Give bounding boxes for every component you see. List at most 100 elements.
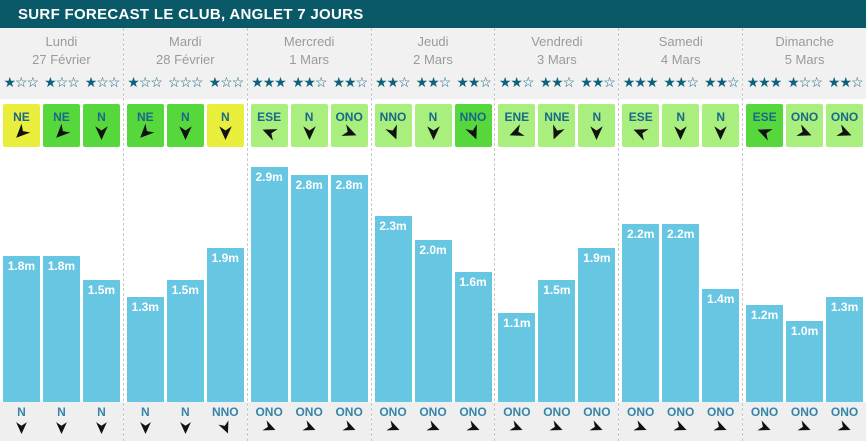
wave-height-bar: 1.4m (702, 289, 740, 402)
day-column-jeudi: Jeudi 2 Mars ★★☆ ★★☆ ★★☆ NNO N NNO 2.3m 2.0m 1.6m O… (370, 28, 495, 441)
wave-height-value: 1.8m (47, 259, 76, 273)
wave-height-bar: 1.8m (2, 256, 40, 402)
swell-cell: ONO (826, 405, 863, 441)
wind-cell: N (414, 104, 452, 147)
day-column-vendredi: Vendredi 3 Mars ★★☆ ★★☆ ★★☆ ENE NNE N 1.1m 1.5m 1.… (494, 28, 619, 441)
star-rating-row: ★★☆ ★★☆ ★★☆ (495, 72, 619, 99)
star-rating: ★★☆ (332, 74, 368, 90)
swell-direction-arrow-icon (756, 419, 773, 436)
wind-direction-arrow-icon (713, 125, 728, 141)
swell-direction-label: N (180, 405, 190, 419)
swell-cell: ONO (251, 405, 288, 441)
wind-direction-arrow-icon (51, 122, 72, 143)
star-rating: ★★☆ (415, 74, 452, 90)
day-header: Mardi 28 Février (123, 28, 247, 72)
wind-cell: NE (2, 104, 40, 147)
wind-direction-arrow-icon (631, 123, 651, 143)
swell-cell: N (3, 405, 40, 441)
wave-height-chart: 2.3m 2.0m 1.6m (372, 155, 495, 402)
wind-direction-label: ONO (830, 109, 859, 124)
swell-direction-arrow-icon (548, 419, 565, 436)
wave-height-value: 2.8m (335, 178, 363, 192)
swell-direction-arrow-icon (139, 421, 152, 434)
swell-direction-label: ONO (503, 405, 531, 419)
wind-cell: N (166, 104, 204, 147)
wave-height-bar: 1.1m (498, 313, 536, 402)
star-rating: ★☆☆ (3, 74, 39, 90)
wind-cell: ESE (250, 104, 288, 147)
wave-height-value: 1.5m (171, 283, 199, 297)
wave-height-value: 1.2m (750, 308, 779, 322)
swell-direction-arrow-icon (425, 419, 442, 436)
day-header: Jeudi 2 Mars (371, 28, 495, 72)
swell-direction-label: ONO (543, 405, 571, 419)
star-rating-row: ★★☆ ★★☆ ★★☆ (371, 72, 495, 99)
wave-height-value: 1.5m (87, 283, 116, 297)
swell-direction-label: N (17, 405, 26, 419)
wind-direction-label: ESE (257, 109, 282, 124)
wave-height-bar: 1.5m (538, 280, 576, 402)
swell-direction-row: ONO ONO ONO (371, 402, 495, 441)
wave-height-value: 1.8m (7, 259, 36, 273)
day-date: 2 Mars (413, 51, 453, 67)
wave-height-value: 1.5m (543, 283, 571, 297)
wind-row: ESE N N (619, 99, 743, 155)
swell-direction-label: NNO (211, 405, 239, 419)
forecast-days: Lundi 27 Février ★☆☆ ★☆☆ ★☆☆ NE NE N 1.8m 1.8m 1.5… (0, 28, 866, 441)
wave-height-bar: 1.3m (126, 297, 164, 402)
wind-direction-arrow-icon (463, 123, 483, 143)
wave-height-value: 2.2m (667, 227, 695, 241)
wave-height-value: 2.0m (419, 243, 447, 257)
swell-cell: ONO (331, 405, 368, 441)
wind-row: NE NE N (0, 99, 123, 155)
swell-direction-arrow-icon (632, 419, 649, 436)
star-rating-row: ★★★ ★★☆ ★★☆ (247, 72, 371, 99)
star-rating: ★★☆ (539, 74, 576, 90)
wave-height-value: 1.0m (790, 324, 819, 338)
swell-direction-arrow-icon (217, 419, 234, 436)
day-column-mercredi: Mercredi 1 Mars ★★★ ★★☆ ★★☆ ESE N ONO 2.9m 2.8m 2.… (246, 28, 371, 441)
wind-direction-arrow-icon (11, 122, 32, 143)
star-rating-row: ★★★ ★★☆ ★★☆ (619, 72, 743, 99)
swell-direction-arrow-icon (55, 421, 68, 434)
wind-cell: NNO (374, 104, 412, 147)
star-rating-row: ★☆☆ ★☆☆ ★☆☆ (0, 72, 123, 99)
swell-cell: ONO (375, 405, 412, 441)
wind-cell: ESE (746, 104, 784, 147)
wind-direction-label: ESE (752, 109, 777, 124)
star-rating: ★★☆ (291, 74, 328, 90)
day-date: 5 Mars (784, 51, 825, 67)
wind-direction-arrow-icon (507, 123, 527, 143)
day-header: Mercredi 1 Mars (247, 28, 371, 72)
wave-height-bar: 1.9m (206, 248, 244, 402)
widget-header: SURF FORECAST LE CLUB, ANGLET 7 JOURS (0, 0, 866, 28)
swell-cell: ONO (622, 405, 659, 441)
swell-cell: ONO (702, 405, 739, 441)
wind-direction-label: N (304, 109, 314, 124)
wind-cell: N (662, 104, 700, 147)
swell-direction-label: ONO (335, 405, 363, 419)
swell-direction-row: ONO ONO ONO (743, 402, 866, 441)
swell-direction-arrow-icon (588, 419, 605, 436)
wave-height-value: 2.9m (255, 170, 283, 184)
swell-cell: ONO (578, 405, 615, 441)
wind-direction-label: N (592, 109, 602, 124)
star-rating: ★★☆ (498, 74, 535, 90)
wave-height-value: 2.3m (379, 219, 407, 233)
wind-direction-label: ENE (504, 109, 530, 124)
wave-height-bar: 2.3m (374, 216, 412, 402)
wind-direction-arrow-icon (178, 125, 193, 141)
day-date: 3 Mars (537, 51, 577, 67)
wave-height-bar: 2.8m (330, 175, 368, 402)
swell-direction-label: ONO (707, 405, 735, 419)
swell-direction-label: ONO (459, 405, 487, 419)
star-rating: ★★☆ (580, 74, 616, 90)
wind-direction-arrow-icon (259, 123, 279, 143)
swell-direction-arrow-icon (385, 419, 402, 436)
day-date: 28 Février (156, 51, 215, 67)
star-rating: ★☆☆ (44, 74, 80, 90)
wave-height-value: 1.9m (211, 251, 239, 265)
swell-direction-label: N (97, 405, 106, 419)
swell-direction-row: N N NNO (123, 402, 247, 441)
day-header: Samedi 4 Mars (619, 28, 743, 72)
